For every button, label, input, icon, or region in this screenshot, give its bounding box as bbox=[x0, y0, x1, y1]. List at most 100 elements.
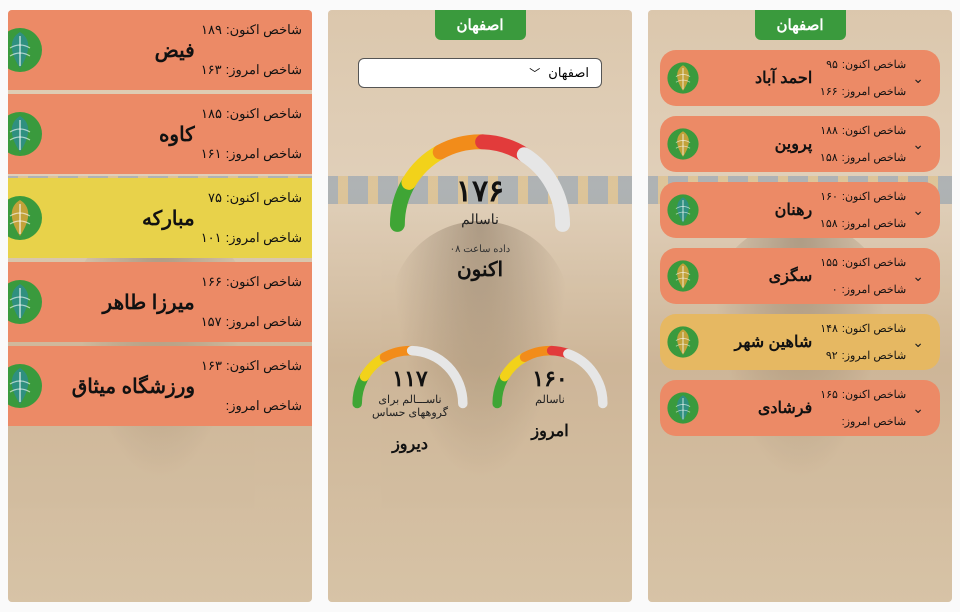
header-tag: اصفهان bbox=[755, 10, 846, 40]
label-today: شاخص امروز: bbox=[226, 146, 302, 162]
station-card[interactable]: ⌄ شاخص اکنون: ۱۵۵ شاخص امروز: ۰ سگزی bbox=[660, 248, 940, 304]
label-now: شاخص اکنون: bbox=[842, 388, 906, 401]
org-logo-icon bbox=[8, 278, 44, 326]
label-now: شاخص اکنون: bbox=[226, 358, 302, 374]
label-now: شاخص اکنون: bbox=[226, 274, 302, 290]
label-now: شاخص اکنون: bbox=[842, 190, 906, 203]
org-logo-icon bbox=[666, 259, 700, 293]
station-card[interactable]: ⌄ شاخص اکنون:۱۴۸ شاخص امروز:۹۲ شاهین شهر bbox=[660, 314, 940, 370]
label-today: شاخص امروز: bbox=[842, 85, 907, 98]
station-card[interactable]: ⌄ شاخص اکنون:۱۶۵ شاخص امروز: فرشادی bbox=[660, 380, 940, 436]
station-metrics: شاخص اکنون: ۱۵۵ شاخص امروز: ۰ bbox=[818, 256, 906, 296]
panel-center: اصفهان اصفهان ﹀ ۱۷۶ ناسالم داده ساعت ۰۸ … bbox=[328, 10, 632, 602]
org-logo-icon bbox=[666, 127, 700, 161]
dropdown-selected: اصفهان bbox=[548, 65, 589, 81]
value-now: ۱۶۰ bbox=[820, 190, 838, 203]
value-today: ۰ bbox=[832, 283, 838, 296]
label-today: شاخص امروز: bbox=[842, 283, 907, 296]
station-card[interactable]: شاخص اکنون:۱۸۵ شاخص امروز:۱۶۱ کاوه bbox=[8, 94, 312, 174]
label-now: شاخص اکنون: bbox=[226, 190, 302, 206]
org-logo-icon bbox=[666, 391, 700, 425]
station-name: شاهین شهر bbox=[700, 332, 818, 352]
org-logo-icon bbox=[8, 362, 44, 410]
gauge-caption: امروز bbox=[531, 421, 568, 441]
station-metrics: شاخص اکنون:۱۶۶ شاخص امروز:۱۵۷ bbox=[201, 274, 302, 330]
station-metrics: شاخص اکنون:۱۸۹ شاخص امروز:۱۶۳ bbox=[201, 22, 302, 78]
label-now: شاخص اکنون: bbox=[842, 256, 906, 269]
station-card[interactable]: ⌄ شاخص اکنون: ۱۶۰ شاخص امروز: ۱۵۸ رهنان bbox=[660, 182, 940, 238]
org-logo-icon bbox=[8, 110, 44, 158]
value-now: ۱۵۵ bbox=[820, 256, 838, 269]
gauge-caption: اکنون bbox=[457, 257, 503, 282]
gauge-status: ناســـالم برای گروههای حساس bbox=[365, 394, 455, 420]
station-list-right: ⌄ شاخص اکنون: ۹۵ شاخص امروز: ۱۶۶ احمد آباد… bbox=[648, 40, 952, 436]
value-now: ۱۸۸ bbox=[820, 124, 838, 137]
value-today: ۱۶۱ bbox=[201, 146, 222, 162]
panel-right: اصفهان ⌄ شاخص اکنون: ۹۵ شاخص امروز: ۱۶۶ اح… bbox=[648, 10, 952, 602]
mini-gauge: ۱۱۷ ناســـالم برای گروههای حساس دیروز bbox=[345, 328, 475, 454]
org-logo-icon bbox=[666, 61, 700, 95]
value-today: ۱۶۳ bbox=[201, 62, 222, 78]
chevron-down-icon: ⌄ bbox=[906, 70, 930, 87]
chevron-down-icon: ⌄ bbox=[906, 400, 930, 417]
station-card[interactable]: شاخص اکنون:۷۵ شاخص امروز:۱۰۱ مبارکه bbox=[8, 178, 312, 258]
panel-left: شاخص اکنون:۱۸۹ شاخص امروز:۱۶۳ فیض شاخص ا… bbox=[8, 10, 312, 602]
value-now: ۱۶۵ bbox=[820, 388, 838, 401]
gauge-status: ناسالم bbox=[461, 211, 499, 228]
chevron-down-icon: ﹀ bbox=[529, 65, 540, 81]
value-today: ۱۵۸ bbox=[820, 151, 838, 164]
mini-gauge-row: ۱۱۷ ناســـالم برای گروههای حساس دیروز ۱۶… bbox=[328, 328, 632, 454]
station-card[interactable]: شاخص اکنون:۱۶۶ شاخص امروز:۱۵۷ میرزا طاهر bbox=[8, 262, 312, 342]
station-name: فرشادی bbox=[700, 398, 818, 418]
label-now: شاخص اکنون: bbox=[226, 22, 302, 38]
label-today: شاخص امروز: bbox=[226, 314, 302, 330]
value-now: ۱۶۶ bbox=[201, 274, 222, 290]
value-today: ۱۵۷ bbox=[201, 314, 222, 330]
station-list-left: شاخص اکنون:۱۸۹ شاخص امروز:۱۶۳ فیض شاخص ا… bbox=[8, 10, 312, 426]
station-name: سگزی bbox=[700, 266, 818, 286]
gauge-status: ناسالم bbox=[535, 394, 565, 407]
station-metrics: شاخص اکنون: ۱۴۸ شاخص امروز: ۹۲ bbox=[818, 322, 906, 362]
chevron-down-icon: ⌄ bbox=[906, 136, 930, 153]
station-name: میرزا طاهر bbox=[44, 290, 201, 315]
value-today: ۱۰۱ bbox=[201, 230, 222, 246]
value-today: ۱۵۸ bbox=[820, 217, 838, 230]
city-dropdown[interactable]: اصفهان ﹀ bbox=[358, 58, 602, 88]
org-logo-icon bbox=[8, 194, 44, 242]
station-name: مبارکه bbox=[44, 206, 201, 231]
chevron-down-icon: ⌄ bbox=[906, 202, 930, 219]
station-name: ورزشگاه میثاق bbox=[44, 374, 201, 399]
gauge-value: ۱۶۰ bbox=[532, 366, 567, 392]
station-metrics: شاخص اکنون:۷۵ شاخص امروز:۱۰۱ bbox=[201, 190, 302, 246]
value-now: ۹۵ bbox=[826, 58, 838, 71]
station-name: رهنان bbox=[700, 200, 818, 220]
value-now: ۱۸۵ bbox=[201, 106, 222, 122]
station-card[interactable]: شاخص اکنون:۱۶۳ شاخص امروز: ورزشگاه میثاق bbox=[8, 346, 312, 426]
panel-bg bbox=[328, 10, 632, 602]
value-now: ۱۸۹ bbox=[201, 22, 222, 38]
label-today: شاخص امروز: bbox=[842, 349, 907, 362]
chevron-down-icon: ⌄ bbox=[906, 268, 930, 285]
gauge-value: ۱۷۶ bbox=[456, 174, 504, 209]
main-gauge: ۱۷۶ ناسالم داده ساعت ۰۸ اکنون bbox=[385, 114, 575, 282]
label-now: شاخص اکنون: bbox=[842, 322, 906, 335]
station-name: احمد آباد bbox=[700, 68, 818, 88]
gauge-value: ۱۱۷ bbox=[392, 366, 427, 392]
label-today: شاخص امروز: bbox=[842, 217, 907, 230]
station-metrics: شاخص اکنون:۱۸۵ شاخص امروز:۱۶۱ bbox=[201, 106, 302, 162]
station-card[interactable]: شاخص اکنون:۱۸۹ شاخص امروز:۱۶۳ فیض bbox=[8, 10, 312, 90]
station-card[interactable]: ⌄ شاخص اکنون:۱۸۸ شاخص امروز:۱۵۸ پروین bbox=[660, 116, 940, 172]
label-today: شاخص امروز: bbox=[226, 230, 302, 246]
org-logo-icon bbox=[666, 325, 700, 359]
value-now: ۷۵ bbox=[208, 190, 222, 206]
station-card[interactable]: ⌄ شاخص اکنون: ۹۵ شاخص امروز: ۱۶۶ احمد آباد bbox=[660, 50, 940, 106]
value-now: ۱۴۸ bbox=[820, 322, 838, 335]
label-now: شاخص اکنون: bbox=[842, 58, 906, 71]
station-metrics: شاخص اکنون: ۱۶۰ شاخص امروز: ۱۵۸ bbox=[818, 190, 906, 230]
label-today: شاخص امروز: bbox=[226, 398, 302, 414]
value-today: ۹۲ bbox=[826, 349, 838, 362]
value-today: ۱۶۶ bbox=[820, 85, 838, 98]
label-now: شاخص اکنون: bbox=[226, 106, 302, 122]
station-name: پروین bbox=[700, 134, 818, 154]
station-metrics: شاخص اکنون:۱۶۳ شاخص امروز: bbox=[201, 358, 302, 414]
